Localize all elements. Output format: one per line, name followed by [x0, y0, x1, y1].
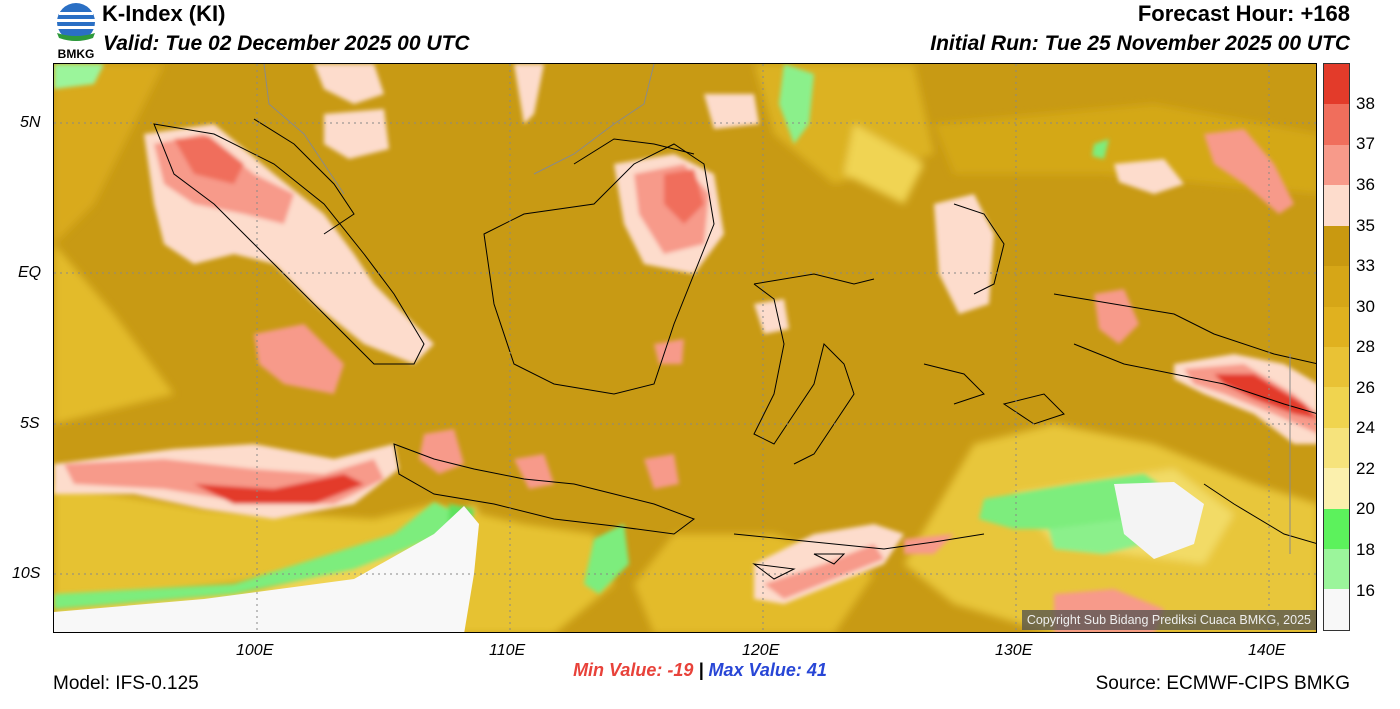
lon-label-110e: 110E: [489, 642, 526, 659]
borders: [263, 64, 1291, 554]
gridlines: [54, 64, 1316, 632]
minimum-zones: [54, 482, 1204, 632]
lon-label-120e: 120E: [742, 642, 780, 659]
copyright-notice: Copyright Sub Bidang Prediksi Cuaca BMKG…: [1021, 610, 1316, 630]
coastlines: [153, 118, 1316, 580]
colorbar-label: 38: [1356, 94, 1375, 113]
colorbar-segment: [1324, 468, 1349, 509]
bmkg-logo: BMKG: [57, 3, 95, 60]
colorbar-label: 20: [1356, 499, 1375, 518]
colorbar-segment: [1324, 266, 1349, 307]
lon-label-130e: 130E: [995, 642, 1033, 659]
k-index-map: [53, 63, 1317, 633]
colorbar-label: 35: [1356, 216, 1375, 235]
valid-time: Valid: Tue 02 December 2025 00 UTC: [103, 32, 470, 55]
colorbar-segment: [1324, 508, 1349, 550]
logo-text: BMKG: [58, 47, 95, 60]
colorbar-segment: [1324, 387, 1349, 428]
colorbar-label: 24: [1356, 418, 1375, 437]
separator: |: [698, 660, 704, 680]
colorbar-segment: [1324, 104, 1349, 145]
lat-label-10s: 10S: [12, 565, 41, 582]
initial-run: Initial Run: Tue 25 November 2025 00 UTC: [930, 32, 1350, 55]
chart-title: K-Index (KI): [102, 1, 226, 26]
max-label: Max Value:: [708, 660, 802, 680]
colorbar-segment: [1324, 185, 1349, 226]
colorbar-segment: [1324, 427, 1349, 469]
map-canvas: [54, 64, 1316, 632]
min-max-values: Min Value: -19 | Max Value: 41: [0, 660, 1400, 681]
colorbar-label: 16: [1356, 581, 1375, 600]
forecast-hour: Forecast Hour: +168: [1137, 1, 1350, 26]
high-ki-zones: [54, 64, 1316, 632]
min-value-text: Min Value: -19: [573, 660, 693, 680]
min-label: Min Value:: [573, 660, 663, 680]
min-value: -19: [667, 660, 694, 680]
colorbar-segment: [1324, 306, 1349, 347]
colorbar-segment: [1324, 549, 1349, 590]
lon-label-100e: 100E: [236, 642, 274, 659]
colorbar-segment: [1324, 144, 1349, 186]
colorbar-segment: [1324, 64, 1349, 105]
colorbar-segment: [1324, 589, 1349, 630]
colorbar-label: 36: [1356, 175, 1375, 194]
colorbar: [1323, 63, 1350, 631]
colorbar-label: 28: [1356, 337, 1375, 356]
lon-label-140e: 140E: [1248, 642, 1286, 659]
max-value-text: Max Value: 41: [709, 660, 827, 680]
colorbar-segment: [1324, 346, 1349, 388]
lat-label-5s: 5S: [20, 415, 40, 432]
lat-label-5n: 5N: [20, 114, 41, 131]
colorbar-segment: [1324, 225, 1349, 267]
max-value: 41: [806, 660, 827, 680]
colorbar-label: 22: [1356, 459, 1375, 478]
colorbar-label: 33: [1356, 256, 1375, 275]
source-info: Source: ECMWF-CIPS BMKG: [1095, 673, 1350, 694]
colorbar-label: 30: [1356, 297, 1375, 316]
colorbar-label: 26: [1356, 378, 1375, 397]
lat-label-eq: EQ: [18, 264, 42, 281]
colorbar-label: 37: [1356, 134, 1375, 153]
model-info: Model: IFS-0.125: [53, 673, 199, 694]
colorbar-label: 18: [1356, 540, 1375, 559]
